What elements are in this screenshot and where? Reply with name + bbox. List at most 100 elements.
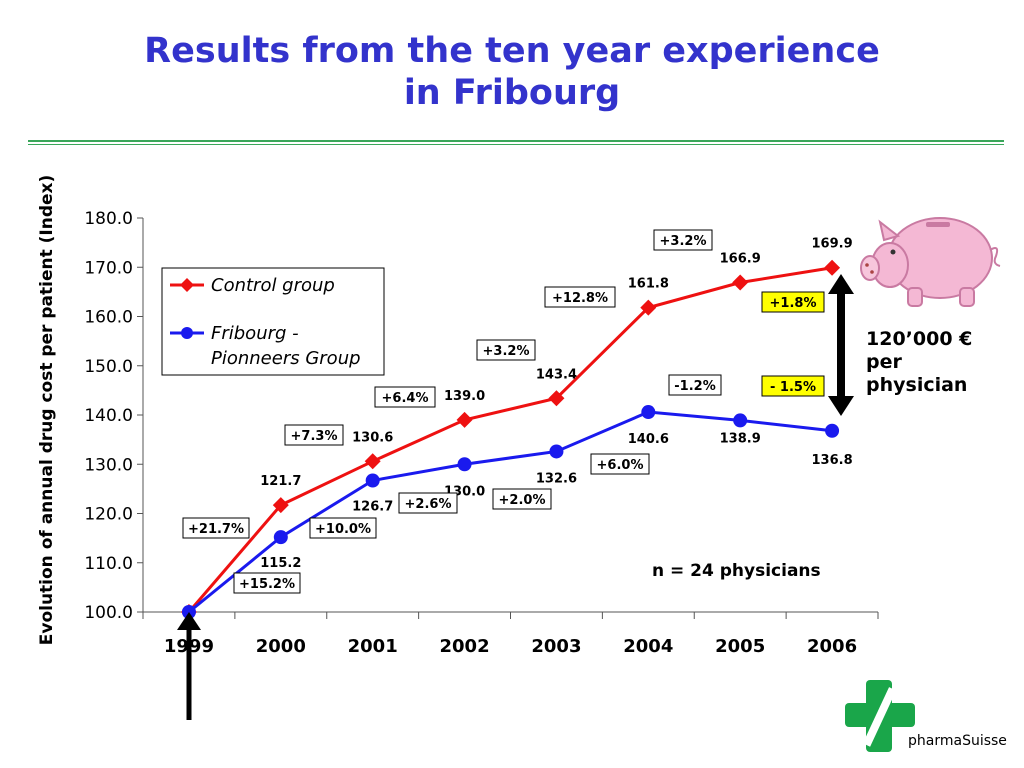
control-change-label: +3.2% xyxy=(483,344,530,359)
chart-axes: 100.0 110.0 120.0 130.0 140.0 150.0 160.0 170.0… xyxy=(84,209,879,657)
chart-labels: 121.7 130.6 139.0 143.4 161.8 166.9 169.9 115.2… xyxy=(182,229,853,594)
legend-fribourg-label-line2: Pionneers Group xyxy=(211,348,361,369)
fribourg-group-line xyxy=(187,410,833,614)
fribourg-data-label: 140.6 xyxy=(628,432,669,447)
brand-name: pharmaSuisse xyxy=(908,733,1007,749)
y-tick-label: 130.0 xyxy=(84,455,133,475)
fribourg-data-label: 126.7 xyxy=(352,500,393,515)
fribourg-point xyxy=(365,473,380,488)
control-data-label: 130.6 xyxy=(352,430,393,445)
control-data-label: 121.7 xyxy=(260,474,301,489)
fribourg-change-box xyxy=(668,374,722,396)
fribourg-change-box xyxy=(590,453,650,475)
page-title: Results from the ten year experience in … xyxy=(40,30,984,114)
chart-legend: Control group Fribourg - Pionneers Group xyxy=(161,267,385,376)
title-divider xyxy=(28,140,1004,142)
control-change-label: +1.8% xyxy=(770,296,817,311)
legend-control-label: Control group xyxy=(211,275,335,296)
fribourg-change-box xyxy=(233,572,301,594)
control-point xyxy=(824,259,841,276)
control-point xyxy=(272,497,289,514)
control-change-box xyxy=(374,386,436,408)
control-change-box xyxy=(182,517,250,539)
control-change-box xyxy=(284,424,344,446)
control-point xyxy=(548,390,565,407)
control-change-label: +21.7% xyxy=(188,522,244,537)
fribourg-change-label: +10.0% xyxy=(315,522,371,537)
fribourg-change-label: +6.0% xyxy=(597,458,644,473)
legend-fribourg-marker xyxy=(181,327,193,339)
legend-control-marker xyxy=(180,278,194,292)
pharmacy-cross-icon xyxy=(845,680,915,752)
title-divider-thin xyxy=(28,144,1004,145)
control-point xyxy=(732,274,749,291)
fribourg-point xyxy=(825,423,840,438)
fribourg-change-box xyxy=(761,375,825,397)
fribourg-data-label: 115.2 xyxy=(260,556,301,571)
fribourg-data-label: 132.6 xyxy=(536,471,577,486)
y-tick-label: 110.0 xyxy=(84,554,133,574)
fribourg-data-label: 138.9 xyxy=(720,431,761,446)
x-tick-label: 2005 xyxy=(715,636,765,657)
control-group-line xyxy=(187,266,833,613)
x-tick-label: 2003 xyxy=(531,636,581,657)
x-tick-label: 2002 xyxy=(440,636,490,657)
y-tick-label: 140.0 xyxy=(84,406,133,426)
double-headed-arrow-icon xyxy=(828,274,854,416)
fribourg-point xyxy=(641,405,656,420)
chart-lines xyxy=(187,266,833,614)
y-tick-label: 100.0 xyxy=(84,603,133,623)
fribourg-change-box xyxy=(309,517,377,539)
sample-size-note: n = 24 physicians xyxy=(652,561,821,581)
control-data-label: 143.4 xyxy=(536,367,577,382)
control-data-label: 139.0 xyxy=(444,389,485,404)
y-tick-label: 120.0 xyxy=(84,505,133,525)
control-point xyxy=(364,453,381,470)
fribourg-point xyxy=(549,444,564,459)
control-point xyxy=(640,299,657,316)
piggy-bank-icon xyxy=(860,217,1001,307)
control-data-label: 161.8 xyxy=(628,277,669,292)
x-tick-label: 2001 xyxy=(348,636,398,657)
title-line-2: in Fribourg xyxy=(403,73,621,113)
fribourg-point xyxy=(457,457,472,472)
savings-amount: 120’000 € xyxy=(866,328,973,350)
y-axis-title: Evolution of annual drug cost per patien… xyxy=(37,175,57,646)
fribourg-change-label: +2.6% xyxy=(405,497,452,512)
legend-fribourg-label-line1: Fribourg - xyxy=(211,323,299,344)
fribourg-data-label: 136.8 xyxy=(812,453,853,468)
control-point xyxy=(456,411,473,428)
x-tick-label: 2004 xyxy=(623,636,673,657)
control-data-label: 169.9 xyxy=(812,237,853,252)
y-tick-label: 180.0 xyxy=(84,209,133,229)
fribourg-change-box xyxy=(492,488,552,510)
control-change-label: +7.3% xyxy=(291,429,338,444)
fribourg-change-box xyxy=(398,492,458,514)
control-change-label: +3.2% xyxy=(660,234,707,249)
control-change-label: +6.4% xyxy=(382,391,429,406)
title-line-1: Results from the ten year experience xyxy=(144,31,880,71)
fribourg-change-label: +2.0% xyxy=(499,493,546,508)
chart-marks xyxy=(180,259,841,620)
control-change-box xyxy=(761,291,825,313)
y-tick-label: 160.0 xyxy=(84,308,133,328)
fribourg-change-label: +15.2% xyxy=(239,577,295,592)
y-axis-title-group: Evolution of annual drug cost per patien… xyxy=(37,175,57,646)
fribourg-change-label: - 1.5% xyxy=(770,380,816,395)
control-change-box xyxy=(544,286,616,308)
fribourg-point xyxy=(181,605,196,619)
fribourg-change-label: -1.2% xyxy=(674,379,715,394)
control-change-label: +12.8% xyxy=(552,291,608,306)
x-tick-label: 2006 xyxy=(807,636,857,657)
fribourg-point xyxy=(733,413,748,428)
savings-unit: physician xyxy=(866,374,968,396)
savings-note: 120’000 € per physician xyxy=(866,328,1016,397)
y-tick-label: 150.0 xyxy=(84,357,133,377)
x-tick-label: 2000 xyxy=(256,636,306,657)
control-data-label: 166.9 xyxy=(720,252,761,267)
up-arrow-icon xyxy=(177,612,201,720)
savings-per: per xyxy=(866,351,902,373)
fribourg-point xyxy=(273,530,288,545)
y-tick-label: 170.0 xyxy=(84,258,133,278)
